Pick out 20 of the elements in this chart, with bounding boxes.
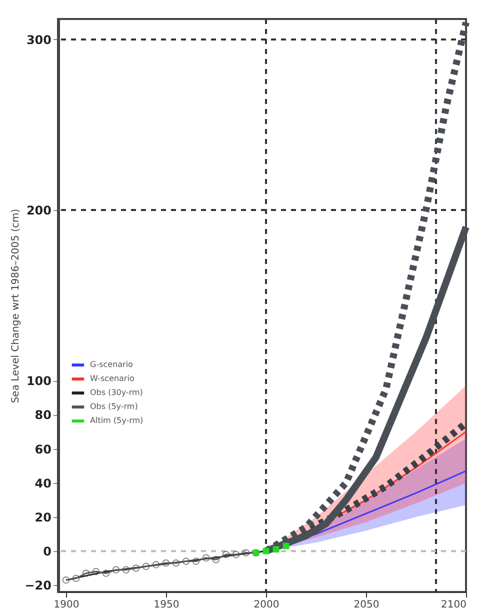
y-tick-label: 0 (43, 544, 52, 559)
x-tick-label: 2000 (254, 600, 280, 610)
y-tick-label: 60 (34, 442, 52, 456)
legend-label: W-scenario (90, 374, 134, 383)
y-tick-label: 80 (34, 408, 52, 422)
y-tick-label: 40 (34, 476, 52, 490)
y-tick-label: 20 (34, 510, 52, 524)
y-tick-label: −20 (24, 578, 52, 593)
y-tick-label: 300 (26, 32, 52, 47)
legend-label: Obs (5y-rm) (90, 402, 138, 411)
legend-label: Altim (5y-rm) (90, 416, 144, 425)
y-tick-label: 100 (26, 374, 52, 388)
x-tick-label: 1900 (54, 600, 80, 610)
x-tick-label: 1950 (154, 600, 180, 610)
x-tick-label: 2100 (441, 600, 466, 610)
legend-label: G-scenario (90, 360, 134, 369)
y-tick-label: 200 (26, 204, 52, 218)
y-axis-title: Sea Level Change wrt 1986–2005 (cm) (10, 208, 22, 404)
legend-label: Obs (30y-rm) (90, 388, 143, 397)
x-tick-label: 2050 (354, 600, 380, 610)
